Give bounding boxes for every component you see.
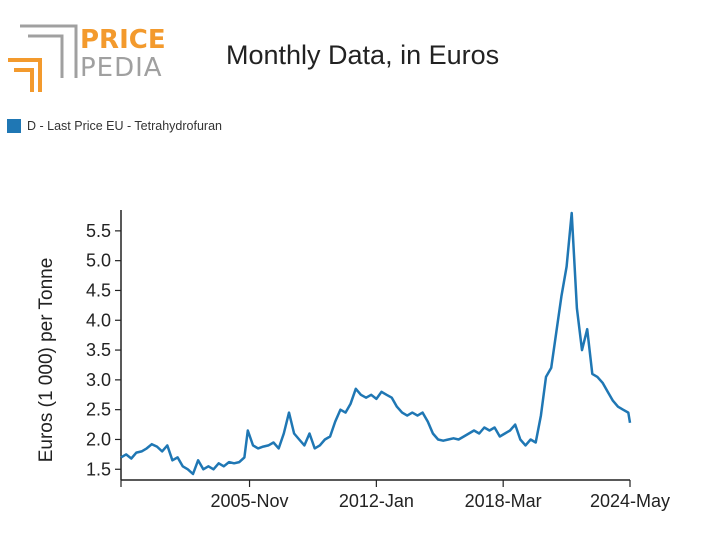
chart-title: Monthly Data, in Euros — [226, 40, 500, 70]
y-tick-label: 3.0 — [86, 370, 111, 390]
logo-word-pedia: PEDIA — [80, 53, 163, 83]
y-tick-label: 1.5 — [86, 459, 111, 479]
legend: D - Last Price EU - Tetrahydrofuran — [7, 119, 222, 133]
y-tick-label: 2.0 — [86, 429, 111, 449]
legend-swatch — [7, 119, 21, 133]
pricepedia-logo: PRICE PEDIA — [8, 24, 164, 92]
y-tick-label: 2.5 — [86, 400, 111, 420]
x-tick-label: 2024-May — [590, 491, 670, 511]
y-tick-label: 3.5 — [86, 340, 111, 360]
x-tick-label: 2012-Jan — [339, 491, 414, 511]
x-tick-label: 2018-Mar — [465, 491, 542, 511]
x-tick-label: 2005-Nov — [211, 491, 289, 511]
logo-word-price: PRICE — [80, 25, 164, 55]
series-line — [120, 211, 632, 476]
y-tick-label: 4.5 — [86, 280, 111, 300]
y-tick-label: 4.0 — [86, 310, 111, 330]
y-tick-label: 5.0 — [86, 251, 111, 271]
y-axis-title: Euros (1 000) per Tonne — [36, 258, 57, 463]
legend-label: D - Last Price EU - Tetrahydrofuran — [27, 119, 222, 133]
y-tick-label: 5.5 — [86, 221, 111, 241]
